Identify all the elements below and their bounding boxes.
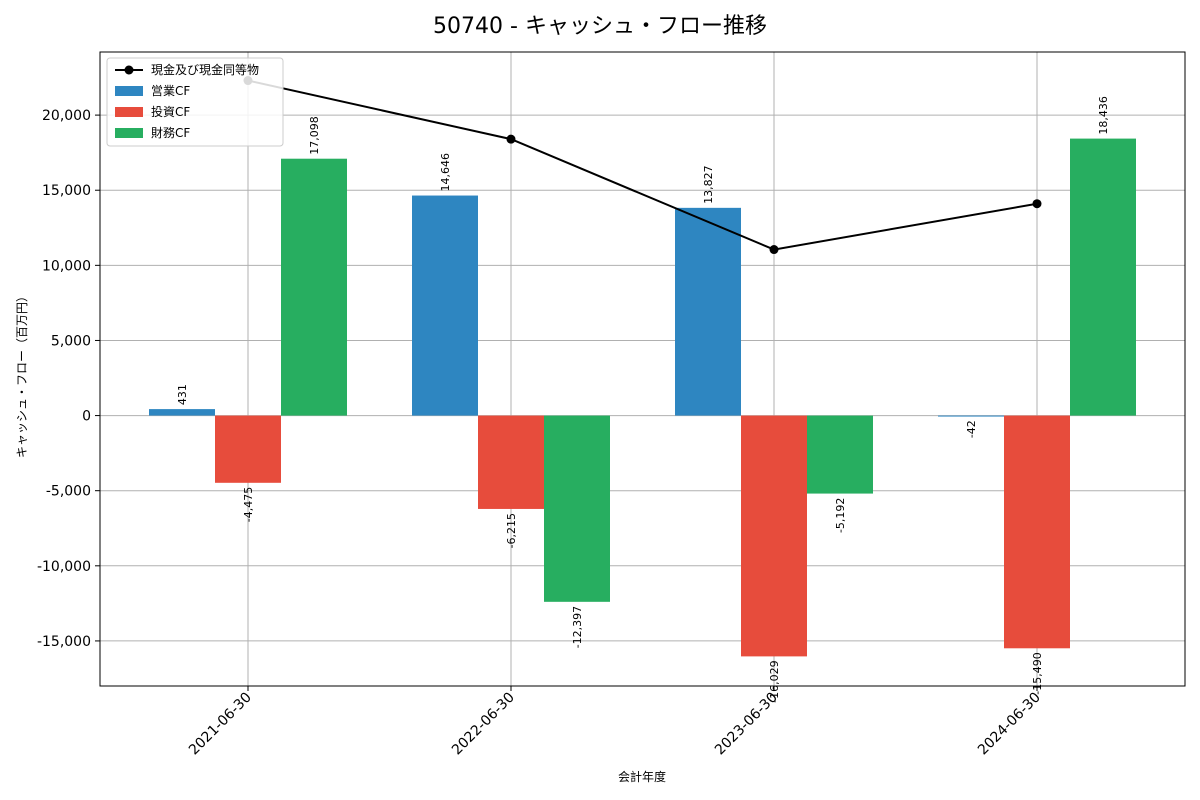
legend-label: 財務CF xyxy=(151,125,190,140)
plot-area-frame xyxy=(99,51,1186,687)
y-axis: -15,000 -10,000 -5,000 0 5,000 10,000 15,000 20… xyxy=(37,108,100,650)
bar-投資CF-2023-06-30 xyxy=(741,415,807,657)
data-label: -42 xyxy=(965,420,978,438)
data-label: 13,827 xyxy=(702,165,715,204)
line-point-2024-06-30 xyxy=(1032,199,1042,209)
bar-財務CF-2023-06-30 xyxy=(807,415,873,494)
data-label: 17,098 xyxy=(308,116,321,155)
data-label: -16,029 xyxy=(768,660,781,702)
data-label: 18,436 xyxy=(1097,96,1110,135)
data-labels-layer: 431 14,646 13,827 -42 -4,475 -6,215 -16,029 -15… xyxy=(176,96,1110,703)
bar-財務CF-2021-06-30 xyxy=(281,158,347,416)
chart-title: 50740 - キャッシュ・フロー推移 xyxy=(433,14,767,39)
x-tick-label: 2021-06-30 xyxy=(186,690,255,759)
line-現金及び現金同等物 xyxy=(247,79,1038,251)
data-label: -5,192 xyxy=(834,498,847,533)
data-label: 14,646 xyxy=(439,153,452,192)
data-label: 431 xyxy=(176,384,189,405)
bar-財務CF-2024-06-30 xyxy=(1070,138,1136,416)
x-tick-label: 2024-06-30 xyxy=(975,690,1044,759)
bar-営業CF-2022-06-30 xyxy=(412,195,478,416)
data-label: -4,475 xyxy=(242,487,255,522)
y-tick-label: 10,000 xyxy=(42,258,91,274)
y-tick-label: 0 xyxy=(82,409,91,425)
legend-label: 現金及び現金同等物 xyxy=(151,62,259,77)
bar-投資CF-2024-06-30 xyxy=(1004,415,1070,649)
legend-box xyxy=(106,57,284,147)
bar-財務CF-2022-06-30 xyxy=(544,415,610,602)
x-tick-label: 2022-06-30 xyxy=(449,690,518,759)
legend-swatch xyxy=(115,128,143,138)
y-tick-label: -15,000 xyxy=(37,634,91,650)
data-label: -15,490 xyxy=(1031,652,1044,694)
y-tick-label: 15,000 xyxy=(42,183,91,199)
legend-marker xyxy=(124,65,134,75)
y-tick-label: -5,000 xyxy=(46,484,91,500)
y-tick-label: 20,000 xyxy=(42,108,91,124)
legend-swatch xyxy=(115,107,143,117)
bar-営業CF-2021-06-30 xyxy=(149,409,215,416)
y-tick-label: 5,000 xyxy=(51,333,91,349)
bar-営業CF-2023-06-30 xyxy=(675,207,741,416)
legend-label: 投資CF xyxy=(151,104,190,119)
line-point-2023-06-30 xyxy=(769,245,779,255)
bar-投資CF-2022-06-30 xyxy=(478,415,544,509)
line-layer xyxy=(243,76,1042,255)
y-tick-label: -10,000 xyxy=(37,559,91,575)
y-axis-label: キャッシュ・フロー（百万円） xyxy=(15,290,29,458)
line-point-2022-06-30 xyxy=(506,134,516,144)
x-axis-label: 会計年度 xyxy=(618,769,666,784)
bar-営業CF-2024-06-30 xyxy=(938,415,1004,417)
x-tick-label: 2023-06-30 xyxy=(712,690,781,759)
x-axis: 2021-06-30 2022-06-30 2023-06-30 2024-06-30 xyxy=(186,686,1044,758)
legend-label: 営業CF xyxy=(151,84,190,98)
legend-swatch xyxy=(115,86,143,96)
bars-layer xyxy=(149,138,1136,657)
data-label: -12,397 xyxy=(571,606,584,648)
bar-投資CF-2021-06-30 xyxy=(215,415,281,483)
data-label: -6,215 xyxy=(505,513,518,548)
